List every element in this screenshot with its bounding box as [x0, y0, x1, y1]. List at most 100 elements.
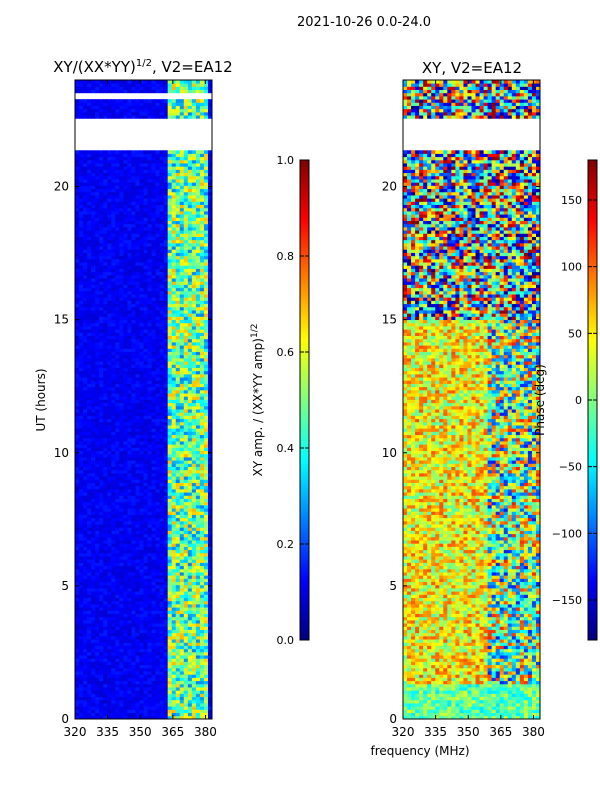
heatmap-cell	[123, 284, 128, 289]
heatmap-cell	[75, 603, 80, 608]
heatmap-cell	[183, 345, 189, 349]
heatmap-cell	[131, 300, 136, 305]
heatmap-cell	[171, 687, 177, 691]
heatmap-cell	[155, 562, 161, 567]
heatmap-cell	[127, 389, 132, 394]
heatmap-cell	[207, 409, 213, 413]
heatmap-cell	[83, 508, 88, 512]
heatmap-cell	[191, 431, 197, 436]
heatmap-cell	[91, 680, 96, 685]
heatmap-cell	[203, 661, 209, 666]
heatmap-cell	[203, 712, 209, 717]
heatmap-cell	[119, 386, 124, 391]
heatmap-cell	[191, 658, 197, 662]
heatmap-cell	[187, 667, 193, 672]
heatmap-cell	[167, 527, 173, 531]
heatmap-cell	[123, 393, 128, 397]
heatmap-cell	[147, 495, 152, 499]
heatmap-cell	[159, 536, 165, 541]
heatmap-cell	[131, 482, 136, 487]
heatmap-cell	[151, 303, 156, 308]
heatmap-cell	[159, 326, 165, 330]
heatmap-cell	[183, 313, 189, 317]
heatmap-cell	[179, 603, 185, 608]
heatmap-cell	[191, 667, 197, 672]
heatmap-cell	[199, 351, 205, 356]
heatmap-cell	[171, 482, 177, 487]
heatmap-cell	[115, 591, 120, 595]
heatmap-cell	[159, 671, 165, 675]
heatmap-cell	[99, 645, 104, 650]
heatmap-cell	[151, 255, 156, 260]
heatmap-cell	[123, 671, 128, 675]
heatmap-cell	[207, 715, 213, 720]
heatmap-cell	[111, 543, 116, 547]
heatmap-cell	[95, 501, 100, 506]
heatmap-cell	[99, 626, 104, 630]
heatmap-cell	[207, 658, 213, 662]
heatmap-cell	[207, 265, 213, 269]
heatmap-cell	[191, 396, 197, 400]
heatmap-cell	[195, 639, 201, 643]
heatmap-cell	[103, 492, 108, 496]
heatmap-cell	[187, 447, 193, 452]
heatmap-cell	[175, 613, 181, 618]
heatmap-cell	[87, 607, 92, 611]
heatmap-cell	[195, 671, 201, 675]
heatmap-cell	[151, 479, 156, 483]
heatmap-cell	[83, 466, 88, 471]
heatmap-cell	[191, 616, 197, 621]
heatmap-cell	[207, 466, 213, 471]
heatmap-cell	[163, 310, 169, 314]
heatmap-cell	[163, 626, 169, 630]
heatmap-cell	[167, 706, 173, 710]
heatmap-cell	[75, 341, 80, 346]
heatmap-cell	[191, 405, 197, 410]
heatmap-cell	[135, 597, 140, 602]
heatmap-cell	[115, 485, 120, 490]
heatmap-cell	[163, 265, 169, 269]
heatmap-cell	[179, 469, 185, 474]
heatmap-cell	[91, 255, 96, 260]
heatmap-cell	[75, 661, 80, 666]
heatmap-cell	[183, 511, 189, 515]
heatmap-cell	[155, 415, 161, 420]
heatmap-cell	[143, 655, 148, 659]
heatmap-cell	[135, 332, 140, 336]
heatmap-cell	[119, 271, 124, 276]
heatmap-cell	[159, 565, 165, 570]
heatmap-cell	[99, 600, 104, 605]
heatmap-cell	[143, 629, 148, 634]
heatmap-cell	[115, 434, 120, 439]
heatmap-cell	[139, 667, 144, 672]
heatmap-cell	[91, 274, 96, 279]
heatmap-cell	[131, 469, 136, 474]
heatmap-cell	[179, 303, 185, 308]
heatmap-cell	[79, 581, 84, 586]
heatmap-cell	[95, 629, 100, 634]
heatmap-cell	[75, 572, 80, 576]
heatmap-cell	[139, 603, 144, 608]
heatmap-cell	[167, 600, 173, 605]
heatmap-cell	[135, 664, 140, 669]
heatmap-cell	[91, 696, 96, 701]
heatmap-cell	[103, 418, 108, 423]
heatmap-cell	[199, 613, 205, 618]
heatmap-cell	[187, 671, 193, 675]
heatmap-cell	[155, 313, 161, 317]
heatmap-cell	[147, 268, 152, 273]
heatmap-cell	[151, 680, 156, 685]
heatmap-cell	[183, 559, 189, 563]
heatmap-cell	[131, 345, 136, 349]
heatmap-cell	[167, 520, 173, 525]
heatmap-cell	[207, 488, 213, 493]
heatmap-cell	[183, 463, 189, 467]
heatmap-cell	[79, 492, 84, 496]
heatmap-cell	[207, 645, 213, 650]
heatmap-cell	[195, 693, 201, 698]
heatmap-cell	[107, 361, 112, 365]
heatmap-cell	[163, 329, 169, 333]
heatmap-cell	[79, 380, 84, 384]
heatmap-cell	[139, 297, 144, 301]
heatmap-cell	[107, 581, 112, 586]
